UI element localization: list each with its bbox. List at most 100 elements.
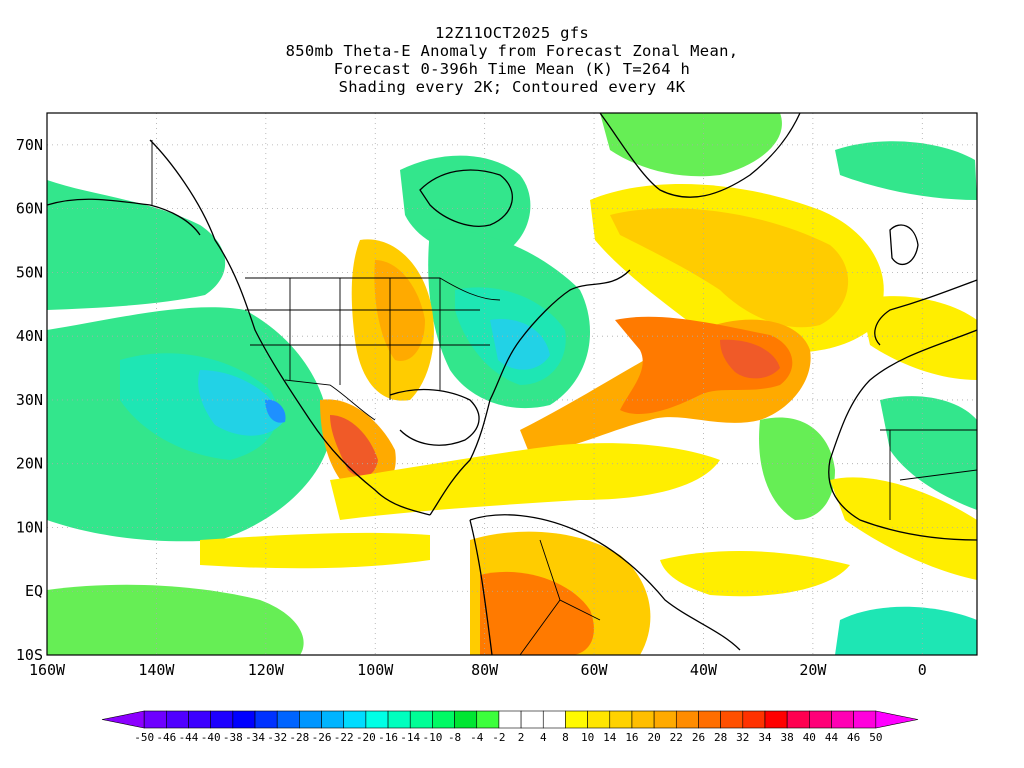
coast-north-america-west	[149, 139, 431, 516]
colorbar-label: -40	[201, 731, 221, 744]
colorbar-labels: -50 -46 -44 -40 -38 -34 -32 -28 -26 -22 -20 -16 -14-…	[134, 731, 882, 744]
shade-east-us-core	[490, 319, 550, 370]
shade-africa-green	[880, 396, 977, 510]
shade-north-pacific	[47, 180, 226, 310]
border-states-1	[289, 278, 441, 400]
coast-africa	[828, 329, 977, 541]
latitude-label: 40N	[16, 327, 43, 345]
title-shading: Shading every 2K; Contoured every 4K	[338, 78, 686, 96]
longitude-label: 100W	[357, 661, 394, 679]
shade-equatorial-atl	[660, 550, 850, 597]
colorbar-label: -34	[245, 731, 265, 744]
coast-iberia	[874, 279, 977, 346]
longitude-label: 0	[918, 661, 927, 679]
shade-trop-pacific	[200, 532, 430, 569]
colorbar-label: 32	[736, 731, 749, 744]
colorbar-label: 40	[803, 731, 816, 744]
shade-atlantic-plume-red	[720, 339, 780, 379]
shade-caribbean	[330, 443, 720, 520]
colorbar-swatch	[720, 710, 744, 729]
colorbar-swatch	[698, 710, 721, 729]
colorbar-label: 26	[692, 731, 705, 744]
latitude-label: EQ	[25, 582, 43, 600]
anomaly-shading	[47, 113, 977, 655]
colorbar-swatch	[254, 710, 278, 729]
colorbar-swatch	[232, 710, 256, 729]
longitude-label: 120W	[248, 661, 285, 679]
colorbar-swatch	[432, 710, 455, 729]
border-states-2	[245, 309, 490, 346]
borders	[151, 140, 977, 655]
shade-pacific-blue	[265, 399, 286, 423]
colorbar-swatch	[143, 710, 167, 729]
colorbar-label: 8	[562, 731, 569, 744]
coast-gulf-mexico	[389, 388, 480, 446]
colorbar-label: 4	[540, 731, 547, 744]
colorbar-label: -26	[312, 731, 332, 744]
colorbar-swatch	[742, 710, 766, 729]
colorbar-label: -46	[156, 731, 176, 744]
colorbar-label: 46	[847, 731, 860, 744]
shade-greenland	[600, 113, 782, 177]
colorbar-label: 10	[581, 731, 594, 744]
coast-alaska	[47, 198, 201, 236]
shade-europe-yellow	[860, 296, 977, 380]
colorbar-swatch	[343, 710, 367, 729]
colorbar-swatch	[542, 710, 566, 729]
colorbar-swatch	[587, 710, 611, 729]
colorbar-swatch	[831, 710, 854, 729]
colorbar-swatch	[653, 710, 677, 729]
colorbar-swatch	[321, 710, 345, 729]
longitude-labels: 160W 140W 120W 100W 80W 60W 40W 20W 0	[29, 661, 927, 679]
shade-mexico-core	[330, 415, 378, 477]
graticule	[47, 113, 977, 655]
coast-south-america-west	[469, 519, 493, 655]
shade-atlantic-plume-core	[615, 316, 793, 415]
coast-south-america	[469, 514, 741, 651]
colorbar-swatch	[498, 710, 522, 729]
colorbar-swatch	[409, 710, 433, 729]
colorbar-swatch	[631, 710, 655, 729]
map-title: 12Z11OCT2025 gfs 850mb Theta-E Anomaly f…	[0, 24, 1024, 96]
colorbar-label: 34	[758, 731, 772, 744]
coast-greenland	[599, 113, 801, 198]
latitude-label: 60N	[16, 200, 43, 218]
title-forecast: Forecast 0-396h Time Mean (K) T=264 h	[333, 60, 691, 78]
shade-south-pacific	[47, 584, 304, 655]
colorbar-swatch	[809, 710, 832, 729]
shade-canaries	[759, 417, 835, 520]
colorbar-label: -44	[179, 731, 199, 744]
colorbar-label: -14	[400, 731, 420, 744]
colorbar-swatch	[101, 710, 145, 729]
colorbar-label: -50	[134, 731, 154, 744]
colorbar-label: 44	[825, 731, 839, 744]
colorbar-label: 14	[603, 731, 617, 744]
colorbar-swatch	[565, 710, 588, 729]
colorbar-swatch	[853, 710, 877, 729]
colorbar-label: 2	[518, 731, 525, 744]
colorbar-swatch	[609, 710, 633, 729]
border-us-mexico	[284, 379, 376, 421]
colorbar-swatch	[476, 710, 500, 729]
coast-hudson-bay	[419, 169, 513, 227]
latitude-label: 10N	[16, 518, 43, 536]
colorbar-label: 22	[670, 731, 683, 744]
colorbar-label: -22	[334, 731, 354, 744]
shade-plains-core	[374, 260, 425, 361]
longitude-label: 160W	[29, 661, 66, 679]
colorbar-label: -32	[267, 731, 287, 744]
coastlines	[47, 113, 977, 655]
shade-south-america-core	[480, 571, 594, 655]
longitude-label: 60W	[581, 661, 609, 679]
colorbar-swatch	[387, 710, 411, 729]
colorbar-label: -16	[378, 731, 398, 744]
title-run: 12Z11OCT2025 gfs	[434, 24, 590, 42]
colorbar-label: -20	[356, 731, 376, 744]
latitude-label: 50N	[16, 263, 43, 281]
colorbar-swatch	[454, 710, 478, 729]
colorbar-swatch	[210, 710, 234, 729]
latitude-label: 70N	[16, 136, 43, 154]
title-variable: 850mb Theta-E Anomaly from Forecast Zona…	[285, 42, 739, 60]
latitude-labels: 70N 60N 50N 40N 30N 20N 10N EQ 10S	[16, 136, 43, 664]
